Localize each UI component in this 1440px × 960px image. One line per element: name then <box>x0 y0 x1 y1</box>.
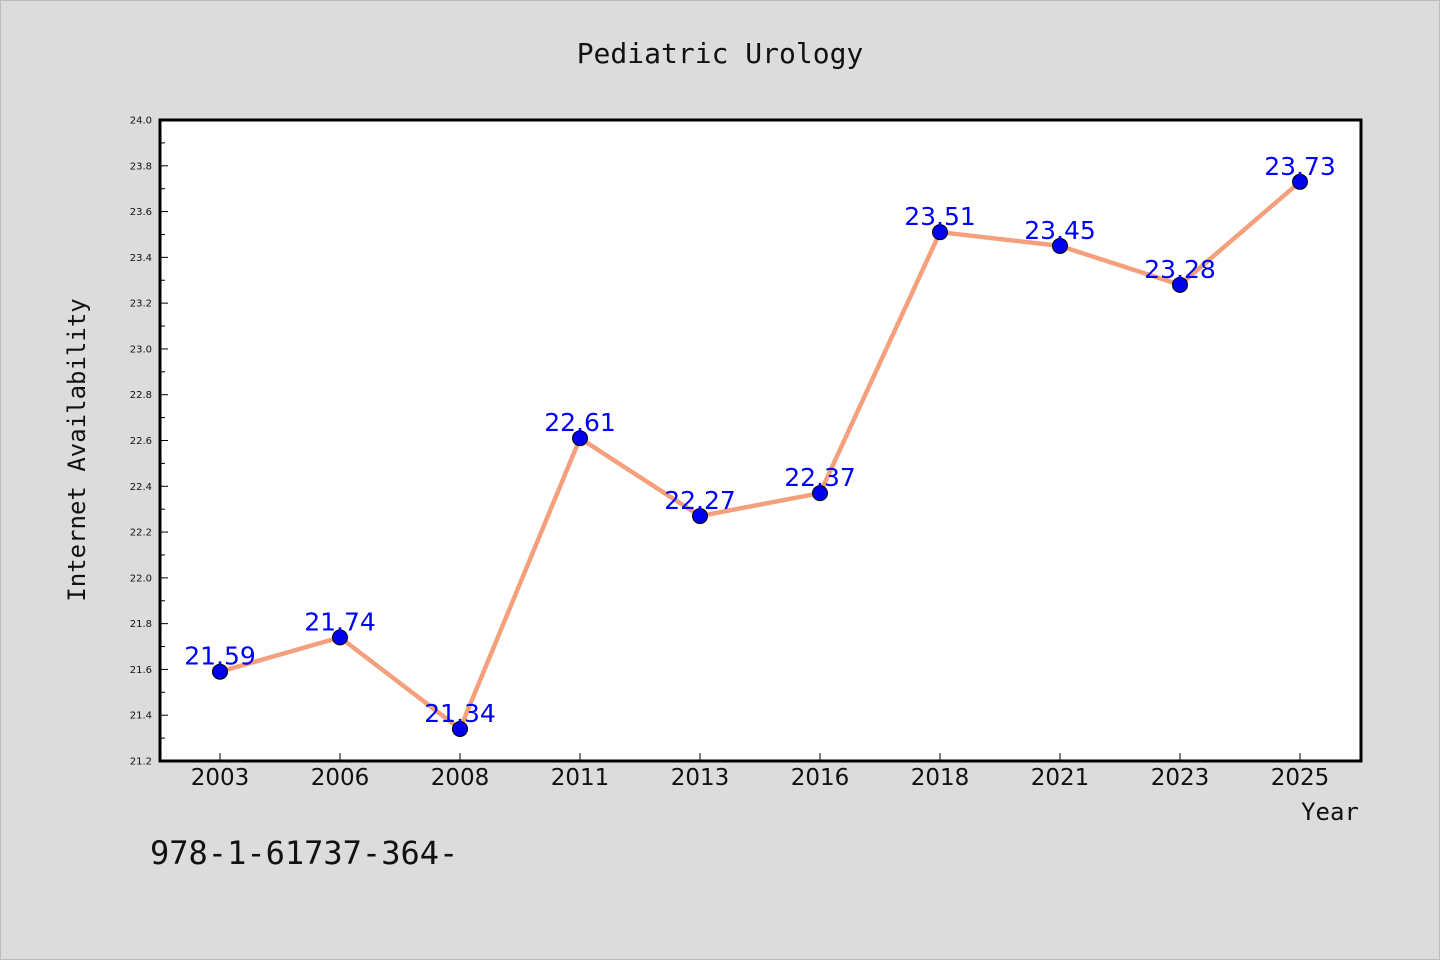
plot-area <box>158 118 1363 763</box>
y-tick-label: 23.8 <box>130 161 152 172</box>
data-label: 22.61 <box>544 408 616 437</box>
y-axis-label: Internet Availability <box>63 298 91 601</box>
x-tick-label: 2023 <box>1151 765 1210 791</box>
y-axis: 21.2 21.4 21.6 21.8 22.0 22.2 22.4 22.6 22.8 23.0… <box>130 116 168 768</box>
data-point <box>1172 276 1188 293</box>
y-tick-label: 22.0 <box>130 573 152 584</box>
data-point <box>1292 173 1308 190</box>
y-tick-label: 23.2 <box>130 299 152 310</box>
x-tick-label: 2011 <box>551 765 610 791</box>
data-point <box>212 663 228 680</box>
chart-title: Pediatric Urology <box>577 37 864 70</box>
series-line <box>219 180 1302 732</box>
data-point <box>452 720 468 737</box>
data-point <box>332 629 348 646</box>
y-tick-label: 21.2 <box>130 757 152 768</box>
data-point <box>572 430 588 447</box>
y-tick-label: 21.6 <box>130 665 152 676</box>
data-label: 21.59 <box>184 642 256 671</box>
y-tick-label: 21.4 <box>130 711 152 722</box>
y-tick-label: 24.0 <box>130 116 152 127</box>
data-label: 22.27 <box>664 486 736 515</box>
data-point <box>1052 237 1068 254</box>
x-tick-label: 2018 <box>911 765 970 791</box>
footer-text: 978-1-61737-364- <box>150 834 459 872</box>
data-label: 22.37 <box>784 463 856 492</box>
y-tick-label: 22.2 <box>130 528 152 539</box>
data-label: 23.45 <box>1024 216 1096 245</box>
data-label: 21.34 <box>424 699 496 728</box>
data-label: 23.73 <box>1264 152 1336 181</box>
y-tick-label: 21.8 <box>130 619 152 630</box>
y-tick-label: 23.0 <box>130 344 152 355</box>
x-tick-label: 2008 <box>431 765 490 791</box>
data-point <box>812 485 828 502</box>
x-axis-label: Year <box>1301 798 1359 826</box>
x-tick-label: 2006 <box>311 765 370 791</box>
data-points <box>212 173 1308 737</box>
x-tick-label: 2013 <box>671 765 730 791</box>
data-label: 21.74 <box>304 607 376 636</box>
data-point <box>692 508 708 525</box>
x-tick-label: 2016 <box>791 765 850 791</box>
y-tick-label: 23.6 <box>130 207 152 218</box>
x-axis: 2003 2006 2008 2011 2013 2016 2018 2021 2023 2025 <box>191 753 1330 791</box>
data-labels: 21.59 21.74 21.34 22.61 22.27 22.37 23.51 23.45… <box>184 152 1336 728</box>
x-tick-label: 2003 <box>191 765 250 791</box>
data-point <box>932 224 948 241</box>
y-tick-label: 22.6 <box>130 436 152 447</box>
series-polyline <box>219 180 1302 732</box>
x-tick-label: 2021 <box>1031 765 1090 791</box>
data-label: 23.51 <box>904 202 976 231</box>
data-label: 23.28 <box>1144 255 1216 284</box>
y-tick-label: 22.4 <box>130 482 152 493</box>
y-tick-label: 23.4 <box>130 253 152 264</box>
y-tick-label: 22.8 <box>130 390 152 401</box>
x-tick-label: 2025 <box>1271 765 1330 791</box>
